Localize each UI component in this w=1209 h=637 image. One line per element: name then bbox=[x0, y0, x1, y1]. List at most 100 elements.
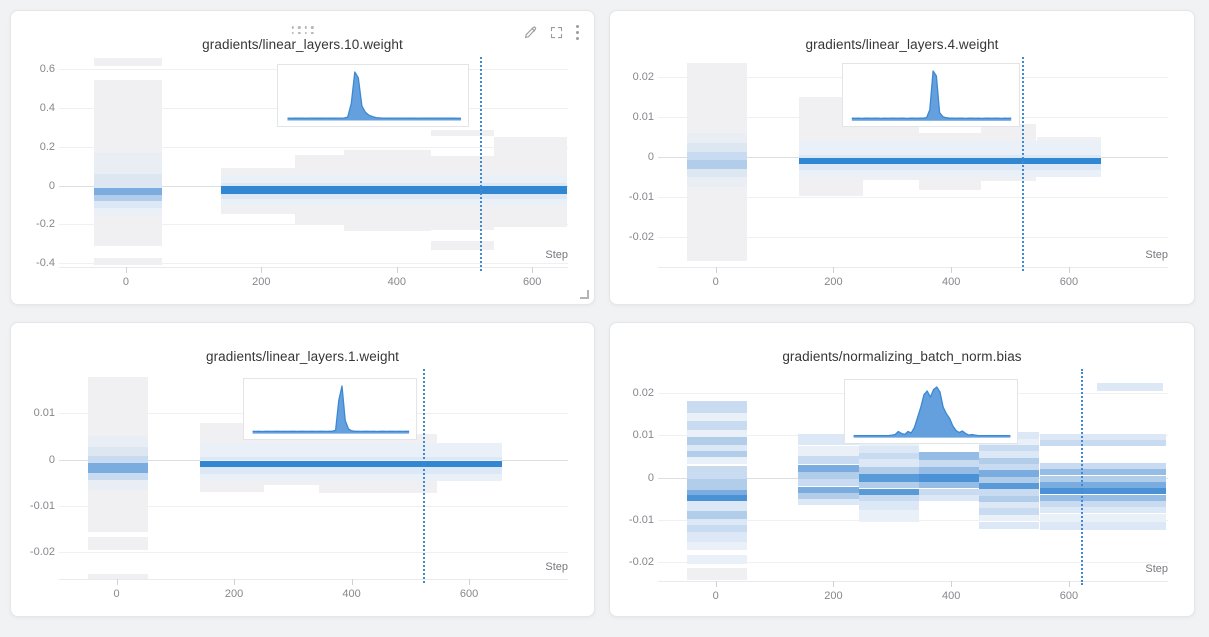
y-tick-label: -0.02 bbox=[29, 546, 55, 559]
heatmap-band bbox=[687, 554, 747, 565]
y-tick-label: -0.2 bbox=[36, 218, 55, 231]
heatmap-band bbox=[918, 473, 980, 483]
gridline bbox=[59, 224, 568, 226]
y-tick-label: 0.4 bbox=[39, 101, 55, 114]
kebab-vertical-icon bbox=[575, 25, 580, 44]
panel-actions bbox=[523, 24, 580, 41]
x-tick-label: 600 bbox=[1059, 590, 1079, 602]
heatmap-band bbox=[94, 152, 162, 174]
chart-panel-linear-layers-1[interactable]: gradients/linear_layers.1.weight 0.01 0 -0… bbox=[10, 322, 595, 617]
heatmap-band bbox=[918, 466, 980, 474]
heatmap-band bbox=[798, 479, 859, 487]
heatmap-band bbox=[979, 514, 1040, 521]
heatmap-band bbox=[687, 465, 747, 480]
gridline bbox=[59, 146, 568, 148]
chart-panel-linear-layers-4[interactable]: gradients/linear_layers.4.weight 0.02 0.0… bbox=[609, 10, 1195, 305]
plot-area[interactable]: 0.02 0.01 0 -0.01 -0.02 0 200 400 600 Step bbox=[610, 11, 1194, 304]
heatmap-band bbox=[1039, 521, 1167, 531]
heatmap-band bbox=[1039, 500, 1167, 508]
heatmap-band bbox=[1039, 494, 1167, 501]
heatmap-band bbox=[687, 160, 747, 169]
heatmap-band bbox=[799, 157, 1102, 165]
heatmap-band bbox=[220, 183, 568, 187]
heatmap-band bbox=[798, 492, 859, 500]
heatmap-band bbox=[1039, 433, 1167, 440]
heatmap-band bbox=[1039, 481, 1167, 489]
corner-resize-icon[interactable] bbox=[580, 290, 589, 299]
x-tick-mark bbox=[351, 579, 353, 585]
step-cursor-line[interactable] bbox=[422, 369, 425, 583]
heatmap-band bbox=[220, 199, 568, 205]
heatmap-band bbox=[858, 473, 919, 483]
heatmap-band bbox=[88, 473, 148, 480]
y-tick-label: 0 bbox=[647, 151, 654, 163]
inset-histogram-curve bbox=[853, 386, 1011, 438]
heatmap-band bbox=[918, 488, 980, 495]
plot-area[interactable]: 0.6 0.4 0.2 0 -0.2 -0.4 0 200 400 600 Step bbox=[11, 11, 594, 304]
heatmap-band bbox=[220, 186, 568, 195]
heatmap-band bbox=[799, 141, 1102, 155]
heatmap-band bbox=[687, 430, 747, 437]
step-cursor-line[interactable] bbox=[1021, 57, 1024, 271]
gridline bbox=[59, 263, 568, 265]
heatmap-band bbox=[200, 473, 502, 481]
x-tick-label: 200 bbox=[252, 276, 271, 288]
x-axis-label: Step bbox=[545, 561, 568, 573]
heatmap-band bbox=[1039, 440, 1167, 447]
heatmap-band bbox=[200, 456, 502, 461]
x-tick-mark bbox=[234, 579, 236, 585]
x-tick-label: 600 bbox=[1059, 276, 1079, 288]
heatmap-band bbox=[979, 495, 1040, 502]
heatmap-band bbox=[799, 170, 1102, 177]
heatmap-band bbox=[687, 489, 747, 496]
heatmap-band bbox=[687, 451, 747, 458]
chart-panel-batch-norm-bias[interactable]: gradients/normalizing_batch_norm.bias 0.… bbox=[609, 322, 1195, 617]
chart-panel-linear-layers-10[interactable]: gradients/linear_layers.10.weight 0.6 0.4… bbox=[10, 10, 595, 305]
heatmap-band bbox=[88, 446, 148, 456]
heatmap-band bbox=[979, 464, 1040, 471]
x-axis-label: Step bbox=[1145, 563, 1168, 575]
y-tick-label: 0 bbox=[48, 453, 55, 466]
x-tick-mark bbox=[715, 581, 717, 587]
y-tick-label: 0 bbox=[48, 179, 55, 192]
heatmap-band bbox=[799, 164, 1102, 171]
x-axis-line bbox=[658, 267, 1168, 268]
gridline bbox=[658, 562, 1168, 563]
y-tick-label: 0 bbox=[647, 471, 654, 484]
fullscreen-panel-button[interactable] bbox=[549, 25, 564, 40]
heatmap-band bbox=[687, 541, 747, 550]
heatmap-band bbox=[687, 133, 747, 143]
drag-handle-icon[interactable] bbox=[291, 26, 314, 35]
x-tick-mark bbox=[532, 267, 534, 273]
x-tick-mark bbox=[833, 267, 835, 273]
x-tick-label: 200 bbox=[824, 590, 843, 602]
x-tick-label: 0 bbox=[122, 276, 129, 288]
x-axis-line bbox=[59, 267, 568, 268]
plot-area[interactable]: 0.01 0 -0.01 -0.02 0 200 400 600 Step bbox=[11, 323, 594, 616]
x-axis-label: Step bbox=[1145, 249, 1168, 261]
heatmap-band bbox=[687, 568, 747, 581]
inset-histogram-curve bbox=[852, 69, 1012, 121]
heatmap-band bbox=[94, 187, 162, 196]
heatmap-band bbox=[200, 443, 502, 457]
step-cursor-line[interactable] bbox=[1080, 369, 1083, 585]
inset-histogram bbox=[243, 377, 417, 441]
plot-area[interactable]: 0.02 0.01 0 -0.01 -0.02 0 200 400 600 Step bbox=[610, 323, 1194, 616]
y-tick-label: -0.01 bbox=[628, 191, 654, 203]
x-tick-label: 600 bbox=[459, 588, 479, 600]
step-cursor-line[interactable] bbox=[480, 57, 483, 271]
heatmap-band bbox=[94, 58, 162, 67]
y-tick-label: 0.02 bbox=[632, 71, 654, 83]
heatmap-band bbox=[430, 241, 494, 251]
heatmap-band bbox=[918, 494, 980, 502]
panel-menu-button[interactable] bbox=[575, 24, 580, 41]
heatmap-band bbox=[687, 400, 747, 414]
heatmap-band bbox=[94, 258, 162, 266]
heatmap-band bbox=[88, 574, 148, 579]
heatmap-band bbox=[687, 445, 747, 451]
heatmap-band bbox=[687, 532, 747, 542]
x-tick-label: 200 bbox=[824, 276, 843, 288]
panel-title: gradients/linear_layers.4.weight bbox=[805, 37, 999, 52]
edit-panel-button[interactable] bbox=[523, 25, 538, 40]
